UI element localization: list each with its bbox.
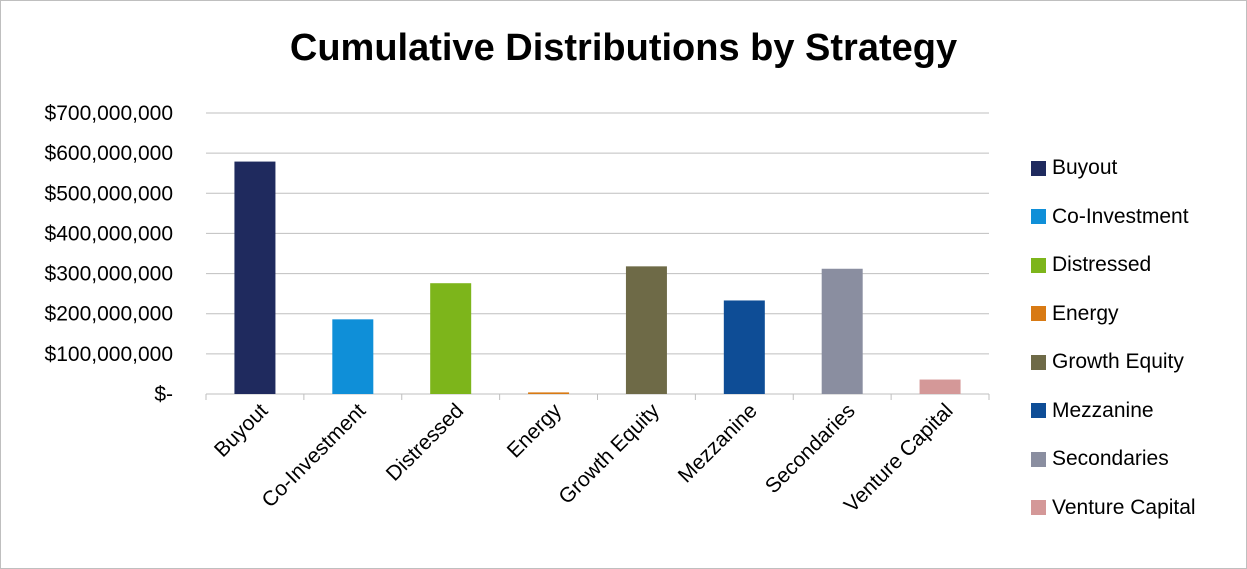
legend-swatch: [1031, 257, 1046, 273]
x-tick-label: Growth Equity: [554, 399, 664, 509]
legend-item: Growth Equity: [1031, 338, 1241, 387]
legend-label: Growth Equity: [1052, 350, 1184, 374]
y-tick-label: $200,000,000: [45, 303, 173, 326]
legend-swatch: [1031, 500, 1046, 516]
y-tick-label: $400,000,000: [45, 222, 173, 245]
legend-swatch: [1031, 403, 1046, 419]
legend-label: Mezzanine: [1052, 398, 1154, 422]
legend-label: Co-Investment: [1052, 204, 1189, 228]
legend-item: Buyout: [1031, 144, 1241, 193]
x-tick-label: Secondaries: [761, 399, 860, 498]
legend-swatch: [1031, 160, 1046, 176]
bar-buyout: [234, 161, 276, 394]
x-tick-label: Mezzanine: [674, 399, 762, 487]
legend-item: Co-Investment: [1031, 193, 1241, 242]
x-tick-label: Co-Investment: [258, 399, 371, 512]
legend-label: Venture Capital: [1052, 495, 1196, 519]
bar-secondaries: [821, 268, 863, 394]
legend-swatch: [1031, 354, 1046, 370]
y-tick-label: $600,000,000: [45, 142, 173, 165]
bar-distressed: [430, 283, 472, 394]
legend-item: Mezzanine: [1031, 387, 1241, 436]
chart-legend: Buyout Co-Investment Distressed Energy Growt…: [1031, 144, 1241, 532]
legend-item: Secondaries: [1031, 435, 1241, 484]
y-tick-label: $500,000,000: [45, 182, 173, 205]
legend-item: Venture Capital: [1031, 484, 1241, 533]
legend-label: Distressed: [1052, 253, 1152, 277]
bar-growth-equity: [625, 266, 667, 394]
y-tick-label: $-: [154, 383, 173, 406]
legend-swatch: [1031, 451, 1046, 467]
legend-label: Buyout: [1052, 156, 1118, 180]
legend-item: Distressed: [1031, 241, 1241, 290]
y-tick-label: $300,000,000: [45, 263, 173, 286]
legend-item: Energy: [1031, 290, 1241, 339]
x-tick-label: Distressed: [382, 399, 468, 485]
bar-mezzanine: [723, 300, 765, 394]
legend-swatch: [1031, 209, 1046, 225]
legend-swatch: [1031, 306, 1046, 322]
chart-title: Cumulative Distributions by Strategy: [289, 27, 958, 69]
legend-label: Secondaries: [1052, 447, 1169, 471]
bar-energy: [528, 392, 570, 394]
x-tick-label: Buyout: [210, 399, 273, 462]
bar-venture-capital: [919, 379, 961, 394]
legend-label: Energy: [1052, 301, 1119, 325]
y-tick-label: $100,000,000: [45, 343, 173, 366]
bar-co-investment: [332, 319, 374, 394]
x-tick-label: Energy: [503, 399, 567, 463]
y-tick-label: $700,000,000: [45, 102, 173, 125]
